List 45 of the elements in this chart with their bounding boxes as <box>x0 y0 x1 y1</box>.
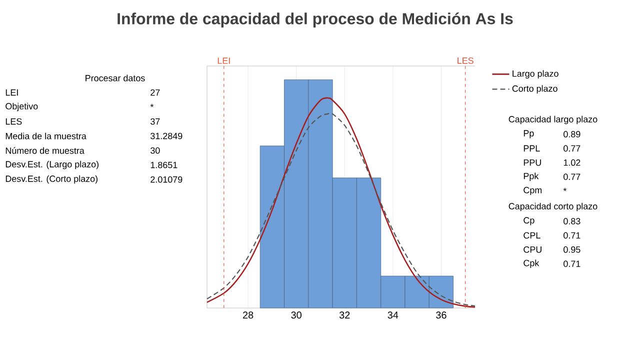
text: Procesar datos <box>86 74 145 82</box>
text: LES <box>6 118 22 125</box>
x-tick-label: 32 <box>339 312 350 319</box>
text: 0.95 <box>564 246 580 253</box>
text: Cpk <box>524 260 540 268</box>
text: Número de muestra <box>6 147 84 154</box>
text: 2.01079 <box>150 176 182 183</box>
text: PPL <box>524 145 540 152</box>
text: 0.77 <box>564 145 580 152</box>
text: Pp <box>524 130 534 138</box>
text: 0.89 <box>564 131 580 138</box>
text: Cpm <box>524 186 542 196</box>
text: Capacidad corto plazo <box>508 202 598 212</box>
text: CPL <box>524 232 540 239</box>
text: CPU <box>524 246 542 253</box>
text: 0.77 <box>564 174 580 180</box>
text: 27 <box>150 89 160 96</box>
text: * <box>150 104 154 108</box>
text: Capacidad largo plazo <box>508 116 598 124</box>
text: Objetivo <box>6 102 38 112</box>
x-tick-label: 34 <box>388 312 398 319</box>
text: Ppk <box>524 172 539 181</box>
legend-label: Corto plazo <box>512 85 558 94</box>
text: Media de la muestra <box>6 132 86 140</box>
ref-line-label: LES <box>458 57 474 64</box>
ref-line-label: LEI <box>218 58 230 64</box>
text: LEI <box>6 89 18 96</box>
chart-title: Informe de capacidad del proceso de Medición As Is <box>118 12 513 28</box>
text: Desv.Est. (Largo plazo) <box>6 160 98 170</box>
text: PPU <box>524 159 541 166</box>
text: 37 <box>150 118 160 125</box>
x-tick-label: 36 <box>436 312 446 319</box>
text: Desv.Est. (Corto plazo) <box>6 175 98 184</box>
text: * <box>563 188 567 192</box>
legend-label: Largo plazo <box>512 70 558 79</box>
x-tick-label: 28 <box>243 312 254 319</box>
text: 30 <box>150 147 160 154</box>
text: 31.2849 <box>150 132 182 140</box>
text: 0.71 <box>564 232 580 239</box>
text: 0.71 <box>564 260 580 267</box>
text: 0.83 <box>564 218 580 224</box>
text: 1.8651 <box>150 162 178 168</box>
text: 1.02 <box>564 159 580 166</box>
x-tick-label: 30 <box>291 312 302 319</box>
text: Cp <box>524 217 534 226</box>
